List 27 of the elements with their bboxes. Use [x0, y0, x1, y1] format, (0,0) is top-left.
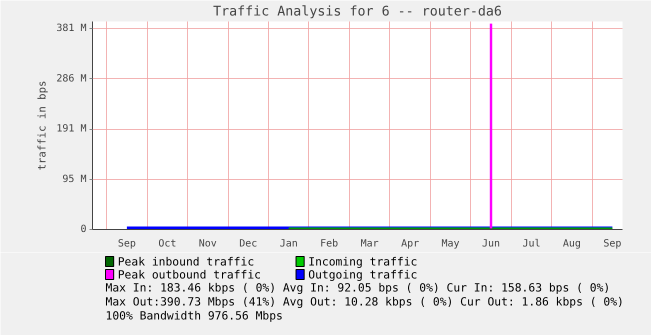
x-tick-label: Feb: [320, 238, 338, 250]
legend-label: Peak outbound traffic: [118, 268, 261, 282]
x-tick-label: Dec: [239, 238, 258, 250]
y-tick-label: 286 M: [56, 73, 87, 84]
text: Max In: 183.46 kbps ( 0%) Avg In: 92.05 bps ( 0%) Cur In: 158.63 bps ( 0%): [106, 280, 610, 294]
x-tick-label: Sep: [603, 238, 622, 250]
x-tick-label: Nov: [198, 238, 217, 250]
x-tick-label: Oct: [158, 238, 176, 250]
x-tick-label: Jan: [280, 238, 298, 250]
x-tick-label: Mar: [360, 238, 379, 250]
y-tick-label: 0: [80, 224, 87, 235]
x-tick-label: Aug: [562, 238, 581, 250]
chart-title: Traffic Analysis for 6 -- router-da6: [213, 4, 502, 20]
y-tick-label: 381 M: [56, 23, 87, 34]
y-axis-title: traffic in bps: [35, 80, 48, 170]
x-tick-label: Jun: [482, 238, 500, 250]
y-tick-label: 191 M: [56, 124, 87, 135]
text: 100% Bandwidth 976.56 Mbps: [106, 308, 283, 322]
x-tick-label: Sep: [118, 238, 136, 250]
legend-label: Outgoing traffic: [308, 268, 418, 282]
x-tick-label: Jul: [522, 238, 540, 250]
text: Max Out:390.73 Mbps (41%) Avg Out: 10.28 kbps ( 0%) Cur Out: 1.86 kbps ( 0%): [106, 294, 624, 308]
x-tick-label: May: [442, 238, 460, 250]
legend-label: Peak inbound traffic: [118, 254, 254, 268]
y-tick-label: 95 M: [62, 174, 87, 185]
legend-label: Incoming traffic: [308, 254, 418, 268]
x-tick-label: Apr: [401, 238, 420, 250]
